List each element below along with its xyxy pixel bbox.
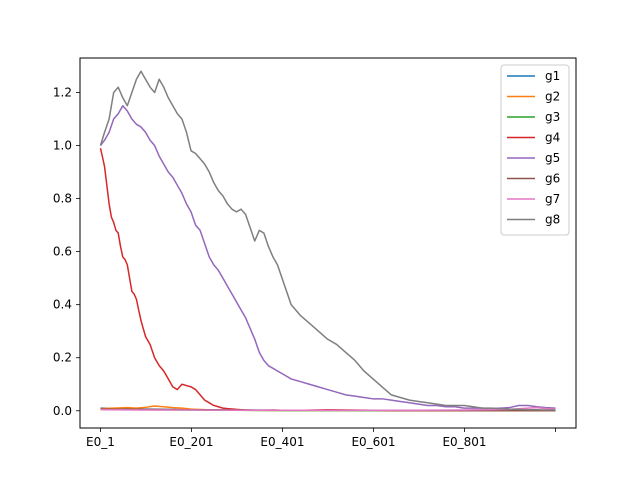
legend-label-g7: g7 <box>545 192 560 206</box>
y-axis: 0.0 0.2 0.4 0.6 0.8 1.0 1.2 <box>53 85 80 418</box>
legend-label-g8: g8 <box>545 213 560 227</box>
legend-label-g6: g6 <box>545 172 560 186</box>
series-layer <box>99 70 556 412</box>
legend-label-g5: g5 <box>545 151 560 165</box>
plot-frame <box>79 57 577 429</box>
y-tick-label: 1.0 <box>53 139 72 153</box>
x-tick-label: E0_201 <box>169 435 213 449</box>
legend-label-g1: g1 <box>545 69 560 83</box>
legend: g1 g2 g3 g4 g5 g6 g7 g8 <box>500 64 570 236</box>
series-line-g8 <box>99 70 556 411</box>
series-line-g5 <box>99 104 556 410</box>
y-tick-label: 0.0 <box>53 404 72 418</box>
y-tick-label: 0.4 <box>53 298 72 312</box>
x-axis: E0_1 E0_201 E0_401 E0_601 E0_801 <box>86 428 556 449</box>
y-tick-label: 0.2 <box>53 351 72 365</box>
legend-box <box>500 64 570 236</box>
legend-label-g3: g3 <box>545 110 560 124</box>
x-tick-label: E0_401 <box>260 435 304 449</box>
legend-label-g4: g4 <box>545 131 560 145</box>
y-tick-label: 1.2 <box>53 85 72 99</box>
y-tick-label: 0.6 <box>53 245 72 259</box>
x-tick-label: E0_601 <box>351 435 395 449</box>
series-line-g7 <box>100 406 556 411</box>
legend-label-g2: g2 <box>545 90 560 104</box>
x-tick-label: E0_1 <box>86 435 115 449</box>
y-tick-label: 0.8 <box>53 192 72 206</box>
x-tick-label: E0_801 <box>442 435 486 449</box>
